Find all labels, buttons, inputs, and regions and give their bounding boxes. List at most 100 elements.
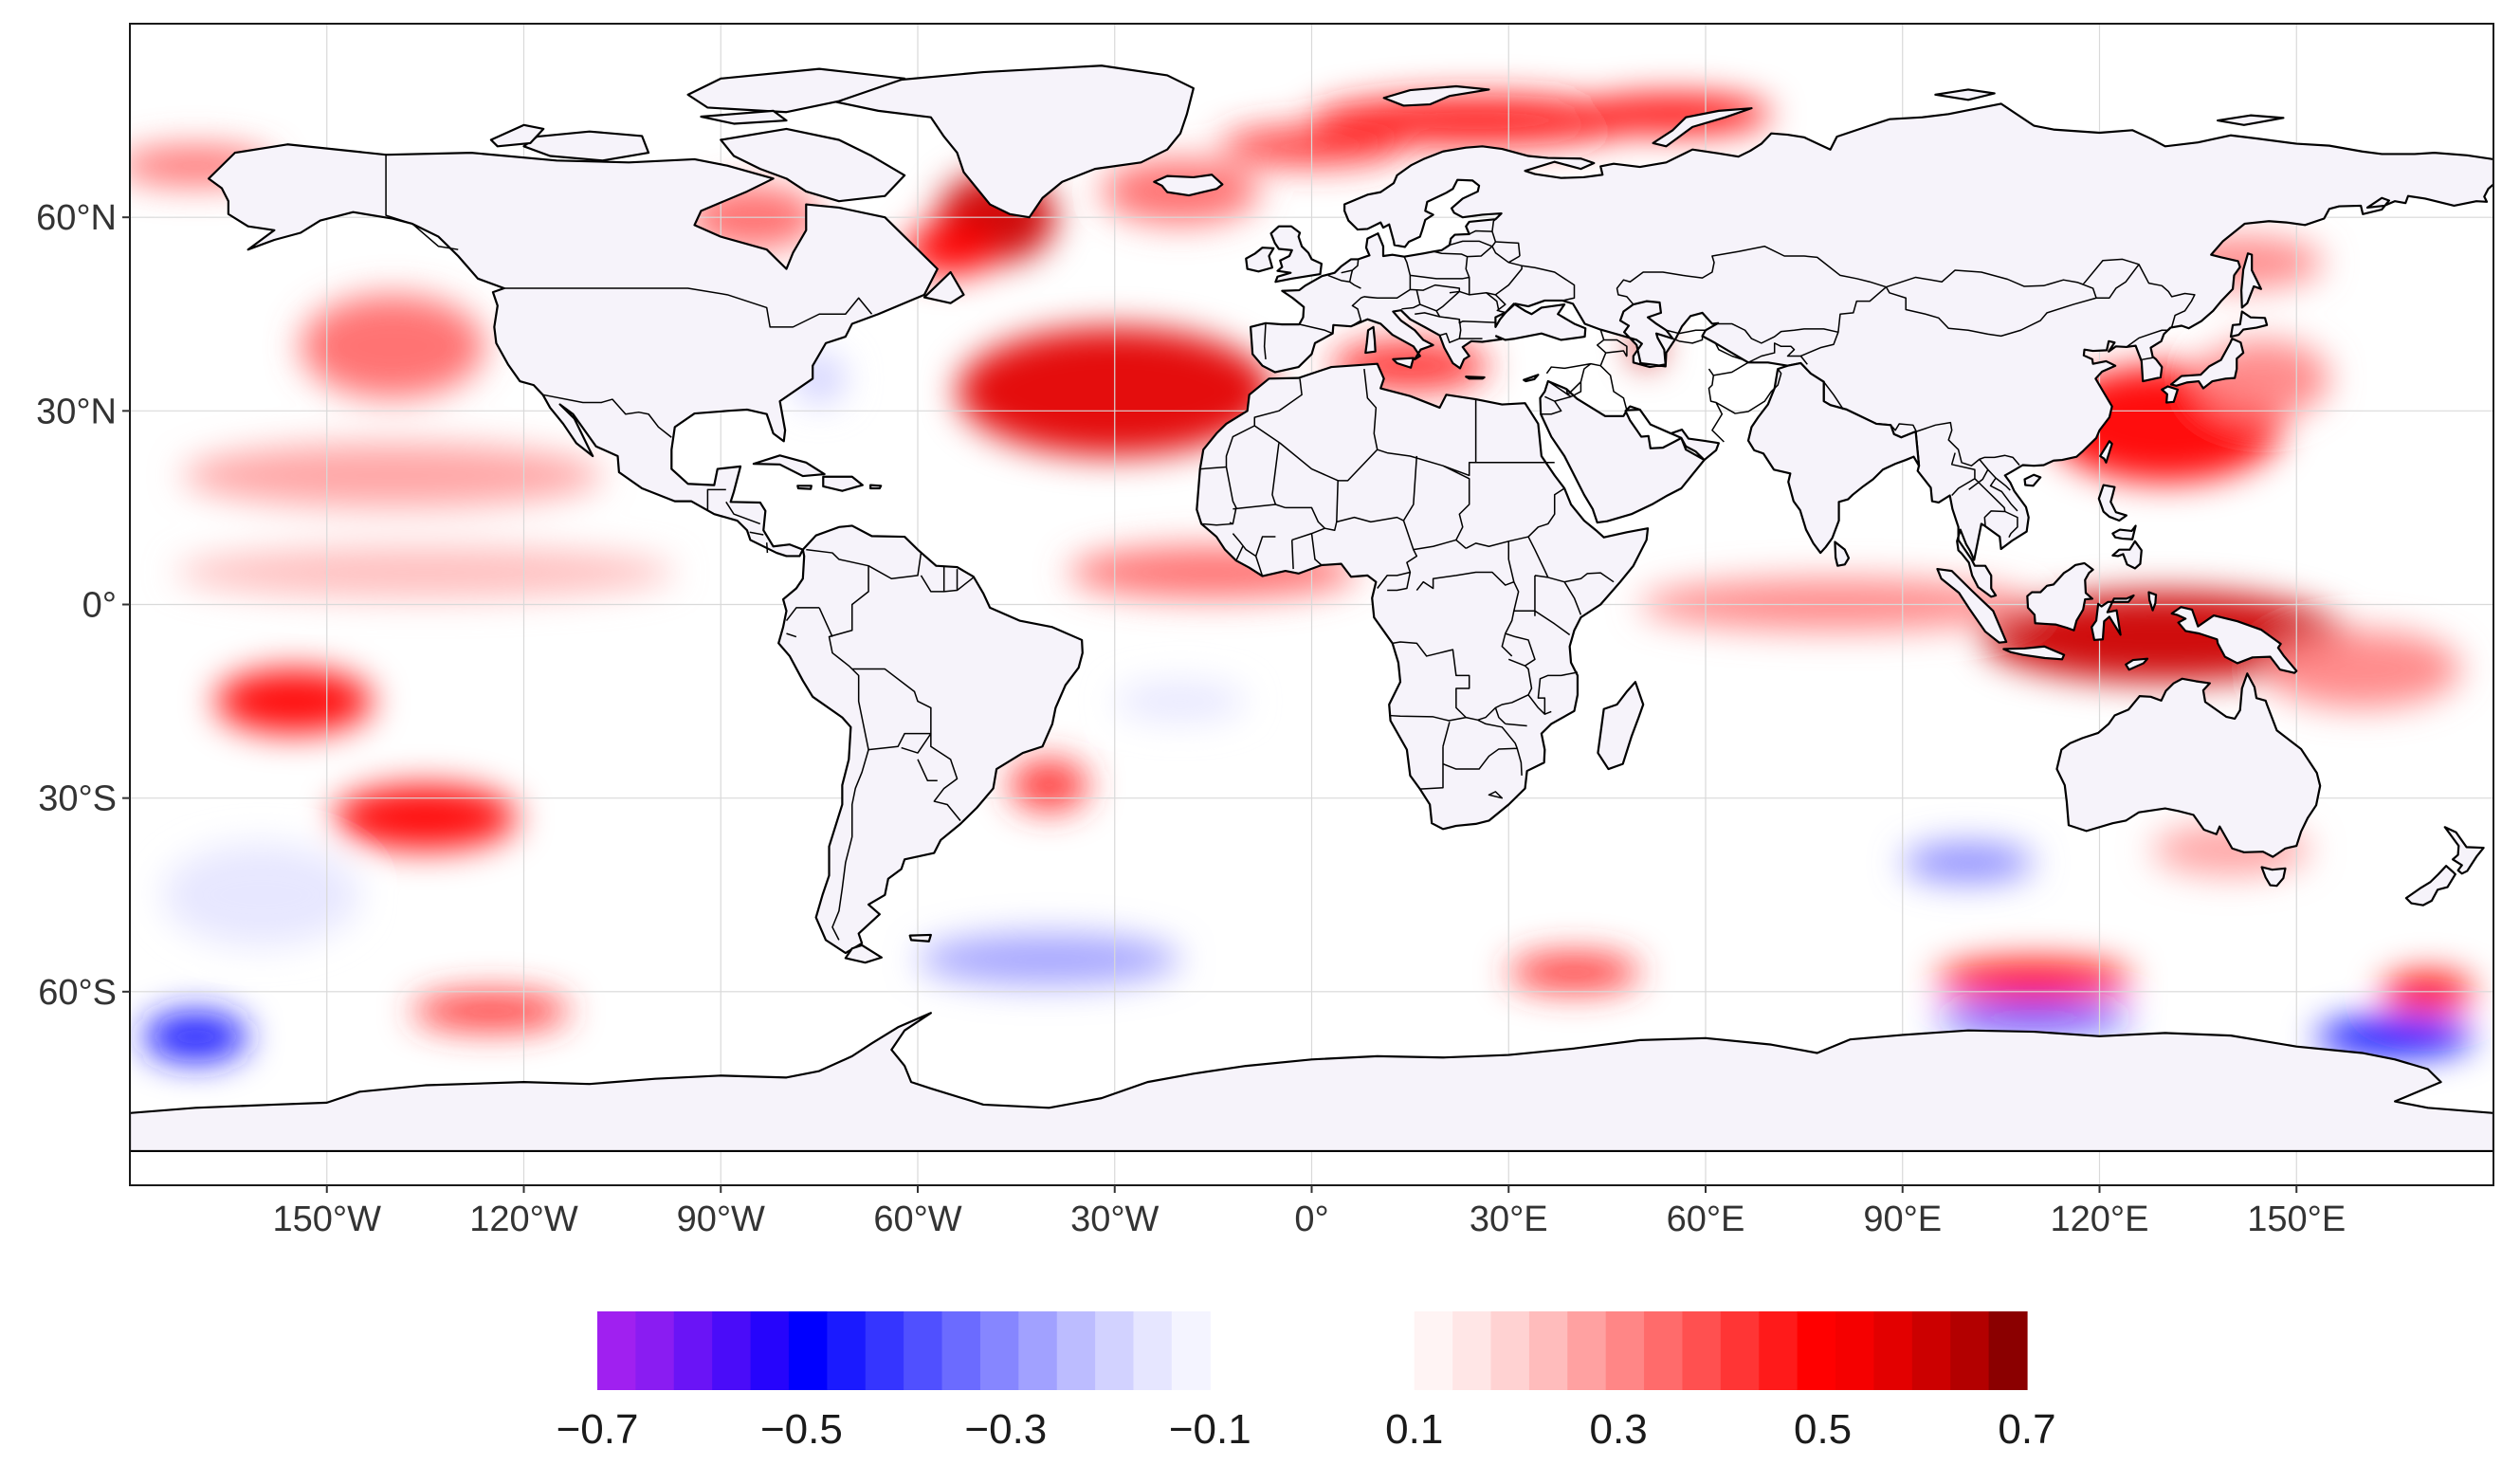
land-visayas <box>2111 524 2137 540</box>
land-sicily <box>1392 357 1415 369</box>
colorbar-swatch-positive <box>1682 1311 1722 1390</box>
colorbar-swatch-negative <box>1018 1311 1058 1390</box>
land-mindanao <box>2111 540 2143 570</box>
border-south-america-2 <box>831 749 869 941</box>
border-europe-east <box>1401 241 1576 343</box>
anomaly-region <box>1935 959 2133 998</box>
x-tick-label: 30°W <box>1070 1199 1159 1239</box>
border-africa-west <box>1199 425 1457 592</box>
colorbar-swatch-negative <box>1133 1311 1173 1390</box>
land-cyprus <box>1523 374 1540 383</box>
land-antarctica <box>130 1012 2493 1153</box>
x-tick-label: 30°E <box>1470 1199 1548 1239</box>
axes: 60°N 30°N 0° 30°S 60°S 150°W 120°W 90°W 60°W 30°W… <box>36 198 2346 1239</box>
colorbar-tick-label: 0.3 <box>1590 1406 1648 1453</box>
anomaly-region <box>215 668 374 734</box>
colorbar-tick-label: 0.1 <box>1385 1406 1443 1453</box>
colorbar-swatch-negative <box>1056 1311 1096 1390</box>
anomaly-region <box>301 294 484 398</box>
land-jamaica <box>796 485 813 490</box>
anomaly-region <box>162 843 360 947</box>
anomaly-region <box>1508 952 1640 992</box>
land-sulawesi <box>2091 594 2135 642</box>
land-victoria-island <box>522 130 650 162</box>
x-tick-label: 150°E <box>2247 1199 2346 1239</box>
border-us-mexico <box>542 394 672 438</box>
anomaly-region <box>1311 94 1640 147</box>
land-cuba <box>752 454 826 478</box>
colorbar-swatch-positive <box>1414 1311 1453 1390</box>
colorbar-swatch-positive <box>1759 1311 1799 1390</box>
x-tick-label: 120°W <box>469 1199 578 1239</box>
colorbar-tick-label: 0.7 <box>1998 1406 2055 1453</box>
colorbar-swatch-positive <box>1567 1311 1607 1390</box>
anomaly-region <box>411 991 570 1031</box>
land-new-siberian-islands <box>2217 114 2285 126</box>
x-tick-label: 60°W <box>873 1199 961 1239</box>
land-new-guinea <box>2170 606 2298 674</box>
x-tick-label: 120°E <box>2051 1199 2149 1239</box>
land-sakhalin <box>2239 252 2262 309</box>
colorbar-swatch-negative <box>904 1311 943 1390</box>
land-hokkaido <box>2229 310 2269 339</box>
colorbar-swatch-negative <box>750 1311 790 1390</box>
land-tierra-del-fuego <box>844 943 884 964</box>
colorbar-swatch-negative <box>1171 1311 1211 1390</box>
land-africa <box>1196 362 1650 831</box>
x-tick-label: 90°W <box>677 1199 765 1239</box>
anomaly-region <box>142 1011 248 1063</box>
land-tasmania <box>2260 866 2287 888</box>
anomaly-region <box>918 933 1180 986</box>
colorbar-swatch-negative <box>597 1311 636 1390</box>
land-luzon <box>2097 484 2128 522</box>
land-new-zealand-south <box>2404 865 2456 906</box>
colorbar-swatch-positive <box>1490 1311 1530 1390</box>
anomaly-region <box>1009 759 1089 812</box>
land-new-zealand-north <box>2443 826 2485 875</box>
border-asia-central <box>1616 246 1888 443</box>
land-kyushu <box>2161 385 2180 404</box>
land-hispaniola <box>822 475 864 492</box>
colorbar-swatch-positive <box>1528 1311 1568 1390</box>
border-africa-central <box>1415 487 1615 667</box>
land-java <box>2002 645 2066 661</box>
y-tick-label: 60°N <box>36 198 117 238</box>
anomaly-region <box>2263 630 2461 708</box>
land-arabian-peninsula <box>1539 379 1720 524</box>
border-asia-east <box>1800 258 2196 539</box>
colorbar-swatch-positive <box>1797 1311 1836 1390</box>
colorbar-positive-segment <box>1414 1311 2028 1390</box>
colorbar-swatch-positive <box>1911 1311 1951 1390</box>
land-honshu <box>2169 338 2245 390</box>
land-timor <box>2125 657 2149 671</box>
y-tick-label: 0° <box>82 586 117 626</box>
colorbar-negative-segment <box>597 1311 1211 1390</box>
colorbar-swatch-positive <box>1950 1311 1990 1390</box>
colorbar-swatch-positive <box>1835 1311 1875 1390</box>
land-taiwan <box>2099 440 2113 464</box>
colorbar-swatch-positive <box>1605 1311 1645 1390</box>
border-us-canada <box>503 287 873 328</box>
anomaly-region <box>1574 94 1772 134</box>
land-north-america <box>207 143 939 558</box>
land-ireland <box>1245 247 1275 273</box>
colorbar-tick-labels: −0.7 −0.5 −0.3 −0.1 0.1 0.3 0.5 0.7 <box>557 1406 2056 1453</box>
anomaly-region <box>333 785 518 851</box>
land-crete <box>1465 375 1486 380</box>
colorbar-tick-label: −0.3 <box>964 1406 1047 1453</box>
border-korea <box>2126 329 2169 361</box>
land-iceland <box>1153 174 1224 197</box>
land-newfoundland <box>922 270 965 304</box>
colorbar-swatch-positive <box>1452 1311 1492 1390</box>
colorbar-swatch-positive <box>1873 1311 1913 1390</box>
land-ellesmere-island <box>686 67 906 114</box>
land-severnaya-zemlya <box>1934 88 1996 101</box>
colorbar-swatch-negative <box>635 1311 675 1390</box>
colorbar-swatch-negative <box>1095 1311 1135 1390</box>
colorbar-tick-label: −0.5 <box>760 1406 843 1453</box>
land-australia <box>2055 672 2322 858</box>
land-svalbard <box>1382 84 1490 107</box>
land-baffin-island <box>720 127 906 203</box>
x-tick-label: 150°W <box>273 1199 382 1239</box>
land-puerto-rico <box>869 484 883 490</box>
